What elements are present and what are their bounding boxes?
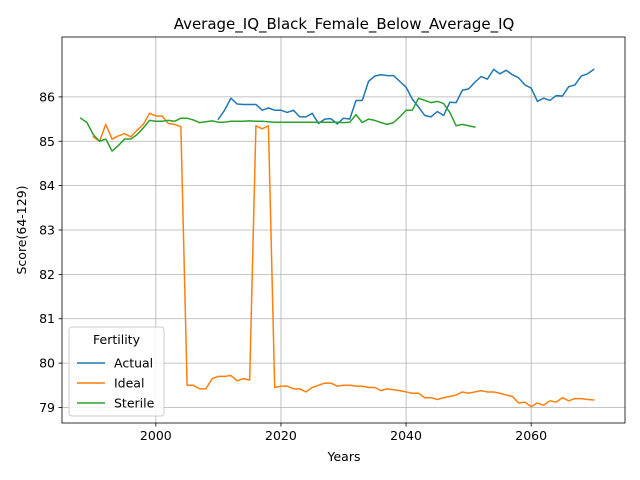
legend: Fertility Actual Ideal Sterile: [69, 327, 164, 416]
legend-label-sterile: Sterile: [114, 396, 155, 411]
x-tick-label: 2040: [390, 428, 422, 443]
y-tick-label: 83: [39, 223, 55, 238]
y-tick-label: 80: [39, 356, 55, 371]
y-tick-label: 81: [39, 311, 55, 326]
y-tick-label: 84: [39, 178, 55, 193]
y-tick-label: 82: [39, 267, 55, 282]
chart-title: Average_IQ_Black_Female_Below_Average_IQ: [174, 15, 515, 34]
x-tick-label: 2060: [515, 428, 547, 443]
x-axis-label: Years: [327, 449, 361, 464]
legend-title: Fertility: [93, 332, 141, 347]
legend-label-ideal: Ideal: [114, 376, 144, 391]
y-axis-label: Score(64-129): [14, 185, 29, 274]
y-tick-label: 79: [39, 400, 55, 415]
x-tick-label: 2000: [140, 428, 172, 443]
legend-label-actual: Actual: [114, 356, 153, 371]
x-tick-label: 2020: [265, 428, 297, 443]
y-tick-label: 86: [39, 89, 55, 104]
y-tick-label: 85: [39, 134, 55, 149]
